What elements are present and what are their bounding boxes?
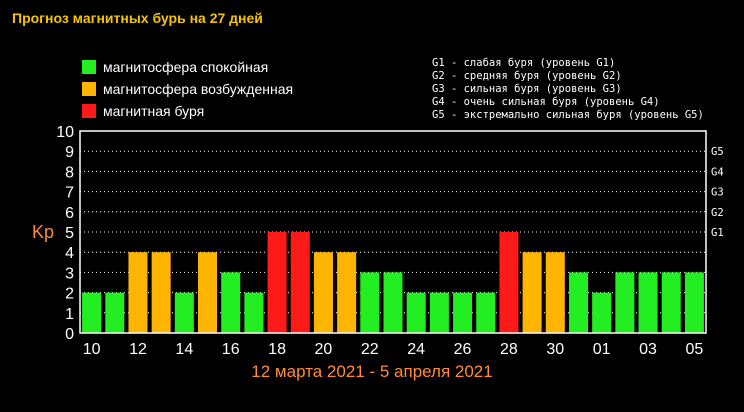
bar-excited <box>151 252 171 333</box>
g-level-legend: G1 - слабая буря (уровень G1) G2 - средн… <box>432 57 704 122</box>
bar-calm <box>406 292 426 333</box>
right-axis-label: G3 <box>711 187 724 199</box>
legend-swatch-calm <box>82 60 96 74</box>
legend-swatch-storm <box>82 104 96 118</box>
y-tick-label: 0 <box>65 326 74 343</box>
x-tick-label: 16 <box>222 341 240 358</box>
y-tick-labels: 0 1 2 3 4 5 6 7 8 9 10 <box>56 124 74 343</box>
bar-calm <box>476 292 496 333</box>
legend-item-calm: магнитосфера спокойная <box>82 56 293 78</box>
x-tick-label: 05 <box>686 341 704 358</box>
bar-excited <box>128 252 148 333</box>
legend-label-excited: магнитосфера возбужденная <box>103 81 294 97</box>
bar-storm <box>290 232 310 333</box>
y-tick-label: 5 <box>65 225 74 242</box>
y-tick-label: 3 <box>65 265 74 282</box>
bar-calm <box>638 272 658 333</box>
y-tick-label: 1 <box>65 306 74 323</box>
bar-calm <box>684 272 704 333</box>
bar-calm <box>244 292 264 333</box>
bar-calm <box>174 292 194 333</box>
y-tick-label: 8 <box>65 164 74 181</box>
bar-storm <box>499 232 519 333</box>
bar-calm <box>568 272 588 333</box>
legend-item-excited: магнитосфера возбужденная <box>82 78 293 100</box>
g-legend-g1: G1 - слабая буря (уровень G1) <box>432 57 616 69</box>
x-tick-label: 22 <box>361 341 379 358</box>
bar-calm <box>105 292 125 333</box>
right-axis-label: G4 <box>711 166 724 178</box>
x-tick-label: 14 <box>175 341 193 358</box>
page-title: Прогноз магнитных бурь на 27 дней <box>12 10 263 26</box>
x-tick-label: 28 <box>500 341 518 358</box>
y-tick-label: 4 <box>65 245 74 262</box>
bar-calm <box>592 292 612 333</box>
right-axis-label: G5 <box>711 146 724 158</box>
y-tick-label: 10 <box>56 124 74 141</box>
bar-excited <box>337 252 357 333</box>
bars <box>82 232 704 333</box>
x-tick-label: 26 <box>454 341 472 358</box>
bar-calm <box>360 272 380 333</box>
bar-storm <box>267 232 287 333</box>
plot-frame <box>79 130 707 334</box>
bar-excited <box>198 252 218 333</box>
legend-swatch-excited <box>82 82 96 96</box>
g-legend-g4: G4 - очень сильная буря (уровень G4) <box>432 96 660 108</box>
right-axis-labels: G1 G2 G3 G4 G5 <box>711 146 724 239</box>
bar-excited <box>522 252 542 333</box>
y-axis-label: Kp <box>32 222 54 242</box>
legend-label-calm: магнитосфера спокойная <box>103 59 269 75</box>
x-tick-label: 10 <box>83 341 101 358</box>
legend-item-storm: магнитная буря <box>82 100 293 122</box>
date-range-label: 12 марта 2021 - 5 апреля 2021 <box>251 362 493 381</box>
x-tick-label: 20 <box>315 341 333 358</box>
g-legend-g2: G2 - средняя буря (уровень G2) <box>432 70 622 82</box>
right-axis-label: G2 <box>711 207 724 219</box>
x-tick-label: 12 <box>129 341 147 358</box>
bar-calm <box>661 272 681 333</box>
status-legend: магнитосфера спокойная магнитосфера возб… <box>82 56 293 122</box>
bar-calm <box>221 272 241 333</box>
bar-calm <box>453 292 473 333</box>
x-tick-label: 03 <box>639 341 657 358</box>
x-tick-labels: 10 12 14 16 18 20 22 24 26 28 30 01 03 05 <box>83 341 704 358</box>
bar-excited <box>313 252 333 333</box>
bar-calm <box>82 292 102 333</box>
bar-excited <box>545 252 565 333</box>
y-tick-label: 6 <box>65 205 74 222</box>
g-legend-g5: G5 - экстремально сильная буря (уровень … <box>432 109 704 121</box>
g-legend-g3: G3 - сильная буря (уровень G3) <box>432 83 622 95</box>
x-tick-label: 18 <box>268 341 286 358</box>
right-axis-label: G1 <box>711 227 724 239</box>
y-tick-label: 9 <box>65 144 74 161</box>
bar-calm <box>383 272 403 333</box>
x-tick-label: 30 <box>546 341 564 358</box>
legend-label-storm: магнитная буря <box>103 103 205 119</box>
y-tick-label: 7 <box>65 185 74 202</box>
bar-calm <box>615 272 635 333</box>
x-tick-label: 24 <box>407 341 425 358</box>
bar-calm <box>429 292 449 333</box>
y-tick-label: 2 <box>65 286 74 303</box>
x-tick-label: 01 <box>593 341 611 358</box>
